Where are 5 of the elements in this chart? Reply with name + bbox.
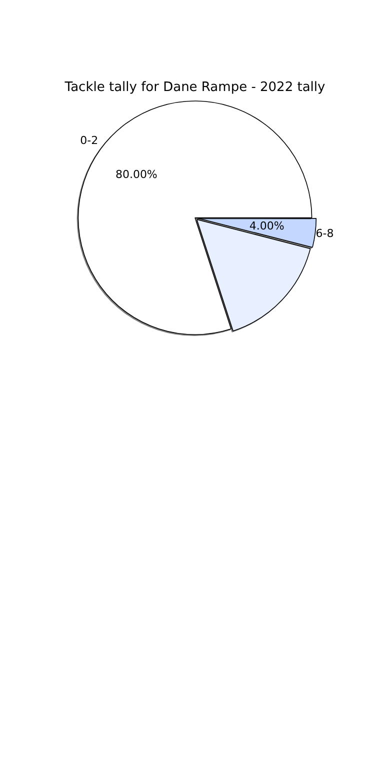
chart-title: Tackle tally for Dane Rampe - 2022 tally	[64, 80, 326, 96]
data-label: 80.00%	[115, 168, 158, 182]
data-label: 4.00%	[249, 220, 284, 233]
slice-label: 0-2	[80, 134, 98, 147]
slice-label: 6-8	[316, 227, 334, 240]
